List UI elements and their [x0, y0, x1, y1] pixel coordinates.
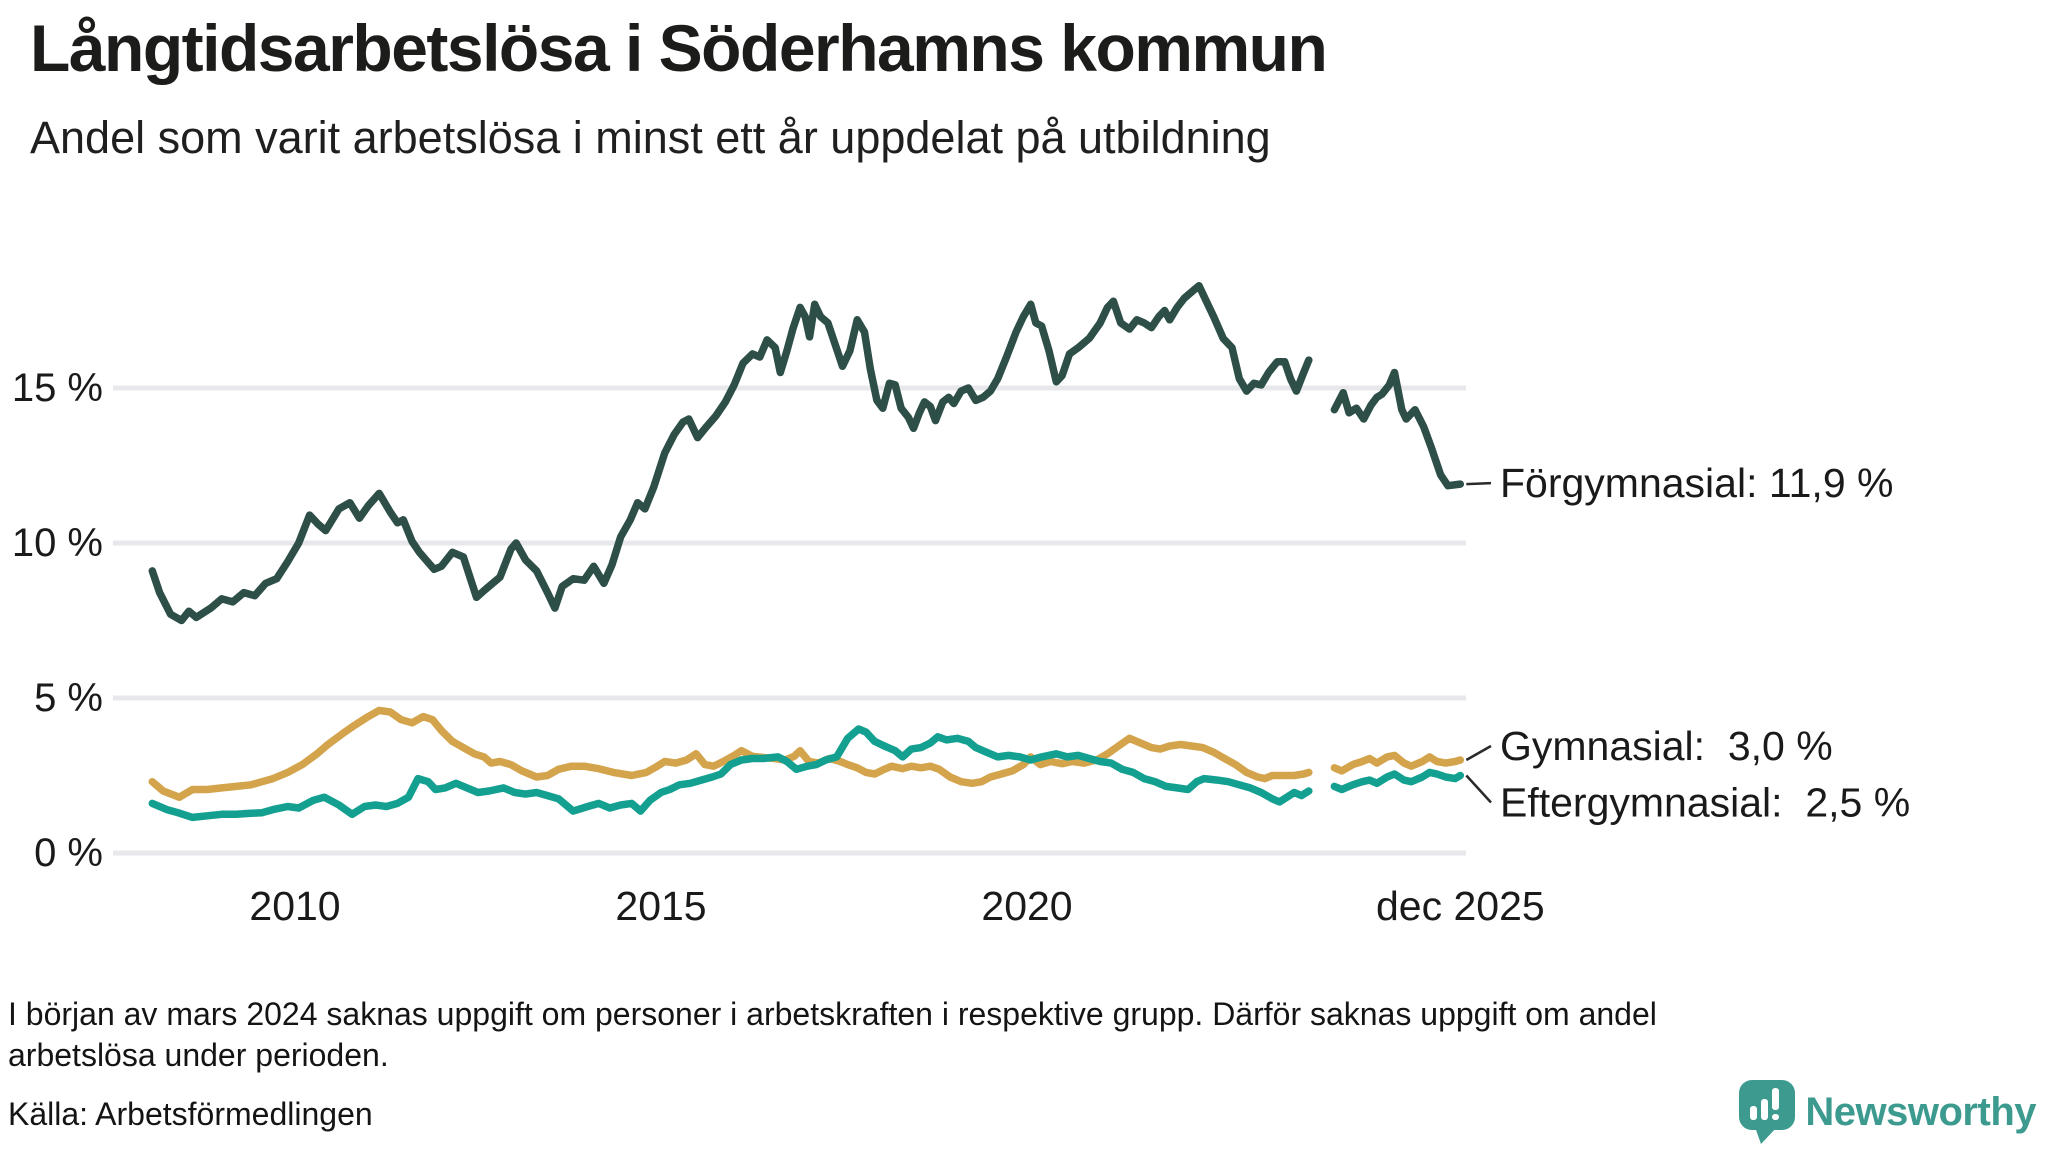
- chart-title: Långtidsarbetslösa i Söderhamns kommun: [30, 11, 1328, 85]
- series-line-eftergymnasial: [148, 725, 1313, 822]
- footnote: I början av mars 2024 saknas uppgift om …: [8, 996, 1657, 1073]
- x-axis-tick-label: 2010: [249, 883, 340, 929]
- series-line-forgymnasial: [148, 281, 1313, 625]
- series-label-eftergymnasial: Eftergymnasial: 2,5 %: [1500, 780, 1910, 826]
- series-label-gymnasial: Gymnasial: 3,0 %: [1500, 723, 1833, 769]
- newsworthy-wordmark: Newsworthy: [1805, 1089, 2036, 1134]
- y-axis-tick-label: 10 %: [12, 521, 103, 565]
- newsworthy-bubble-chart-icon: [1739, 1080, 1796, 1144]
- y-axis-tick-label: 5 %: [34, 676, 103, 720]
- series-label-forgymnasial: Förgymnasial: 11,9 %: [1500, 460, 1893, 506]
- newsworthy-logo: Newsworthy: [1739, 1080, 2036, 1144]
- label-leader-line: [1466, 481, 1492, 486]
- series-line-gymnasial: [1330, 751, 1465, 775]
- y-axis-tick-label: 15 %: [12, 366, 103, 410]
- label-leader-line: [1465, 774, 1492, 804]
- label-leader-line: [1465, 744, 1492, 762]
- x-axis-tick-label: 2020: [981, 883, 1072, 929]
- source-label: Källa: Arbetsförmedlingen: [8, 1096, 373, 1132]
- x-axis-tick-label: dec 2025: [1376, 883, 1545, 929]
- series-line-gymnasial: [148, 706, 1313, 801]
- chart-subtitle: Andel som varit arbetslösa i minst ett å…: [30, 112, 1271, 163]
- series-line-forgymnasial: [1330, 368, 1465, 490]
- series-line-eftergymnasial: [1330, 768, 1465, 794]
- x-axis-tick-label: 2015: [615, 883, 706, 929]
- y-axis-tick-label: 0 %: [34, 831, 103, 875]
